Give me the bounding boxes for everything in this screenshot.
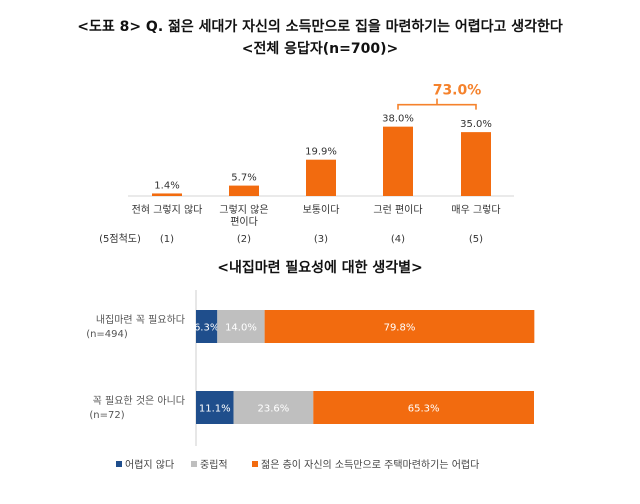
bar-value-label: 1.4% xyxy=(154,180,179,191)
segment-value-label: 23.6% xyxy=(258,404,290,415)
bar xyxy=(229,185,259,196)
segment-value-label: 79.8% xyxy=(384,323,416,334)
bar-value-label: 19.9% xyxy=(305,147,337,158)
stacked-segment xyxy=(217,310,265,343)
row-label: 꼭 필요한 것은 아니다 xyxy=(93,395,185,407)
legend-swatch xyxy=(252,461,258,467)
chart-title: <도표 8> Q. 젊은 세대가 자신의 소득만으로 집을 마련하기는 어렵다고… xyxy=(77,19,563,35)
bar-value-label: 5.7% xyxy=(231,173,256,184)
legend-label: 어렵지 않다 xyxy=(125,458,174,471)
category-label: 전혀 그렇지 않다 xyxy=(132,203,203,216)
bar xyxy=(152,193,182,196)
scale-point-label: (1) xyxy=(160,234,174,245)
scale-point-label: (5) xyxy=(469,234,483,245)
legend-label: 젊은 층이 자신의 소득만으로 주택마련하기는 어렵다 xyxy=(261,458,479,471)
section-title: <내집마련 필요성에 대한 생각별> xyxy=(217,260,423,276)
segment-value-label: 65.3% xyxy=(408,404,440,415)
row-n-label: (n=494) xyxy=(86,329,128,340)
annotation-bracket xyxy=(397,98,477,110)
annotation-label: 73.0% xyxy=(433,83,482,99)
scale-point-label: (4) xyxy=(391,234,405,245)
segment-value-label: 6.3% xyxy=(194,323,219,334)
segment-value-label: 11.1% xyxy=(199,404,231,415)
stacked-segment xyxy=(196,310,218,343)
chart-subtitle: <전체 응답자(n=700)> xyxy=(241,41,399,57)
scale-point-label: (3) xyxy=(314,234,328,245)
stacked-segment xyxy=(313,391,534,424)
legend-label: 중립적 xyxy=(200,458,228,471)
legend-swatch xyxy=(191,461,197,467)
bar xyxy=(461,132,491,196)
category-label: 매우 그렇다 xyxy=(451,203,500,216)
stacked-segment xyxy=(233,391,314,424)
stacked-segment xyxy=(196,391,234,424)
row-n-label: (n=72) xyxy=(89,410,124,421)
row-label: 내집마련 꼭 필요하다 xyxy=(96,313,185,326)
bar xyxy=(383,126,413,196)
segment-value-label: 14.0% xyxy=(225,323,257,334)
bar xyxy=(306,159,336,196)
category-label: 그런 편이다 xyxy=(373,204,422,216)
category-label: 편이다 xyxy=(230,216,258,228)
category-label: 그렇지 않은 xyxy=(219,203,268,216)
bar-value-label: 35.0% xyxy=(460,119,492,130)
scale-point-label: (2) xyxy=(237,234,251,245)
category-label: 보통이다 xyxy=(303,204,340,216)
scale-label: (5점척도) xyxy=(99,233,141,245)
bar-value-label: 38.0% xyxy=(382,114,414,125)
legend-swatch xyxy=(116,461,122,467)
stacked-segment xyxy=(264,310,535,343)
